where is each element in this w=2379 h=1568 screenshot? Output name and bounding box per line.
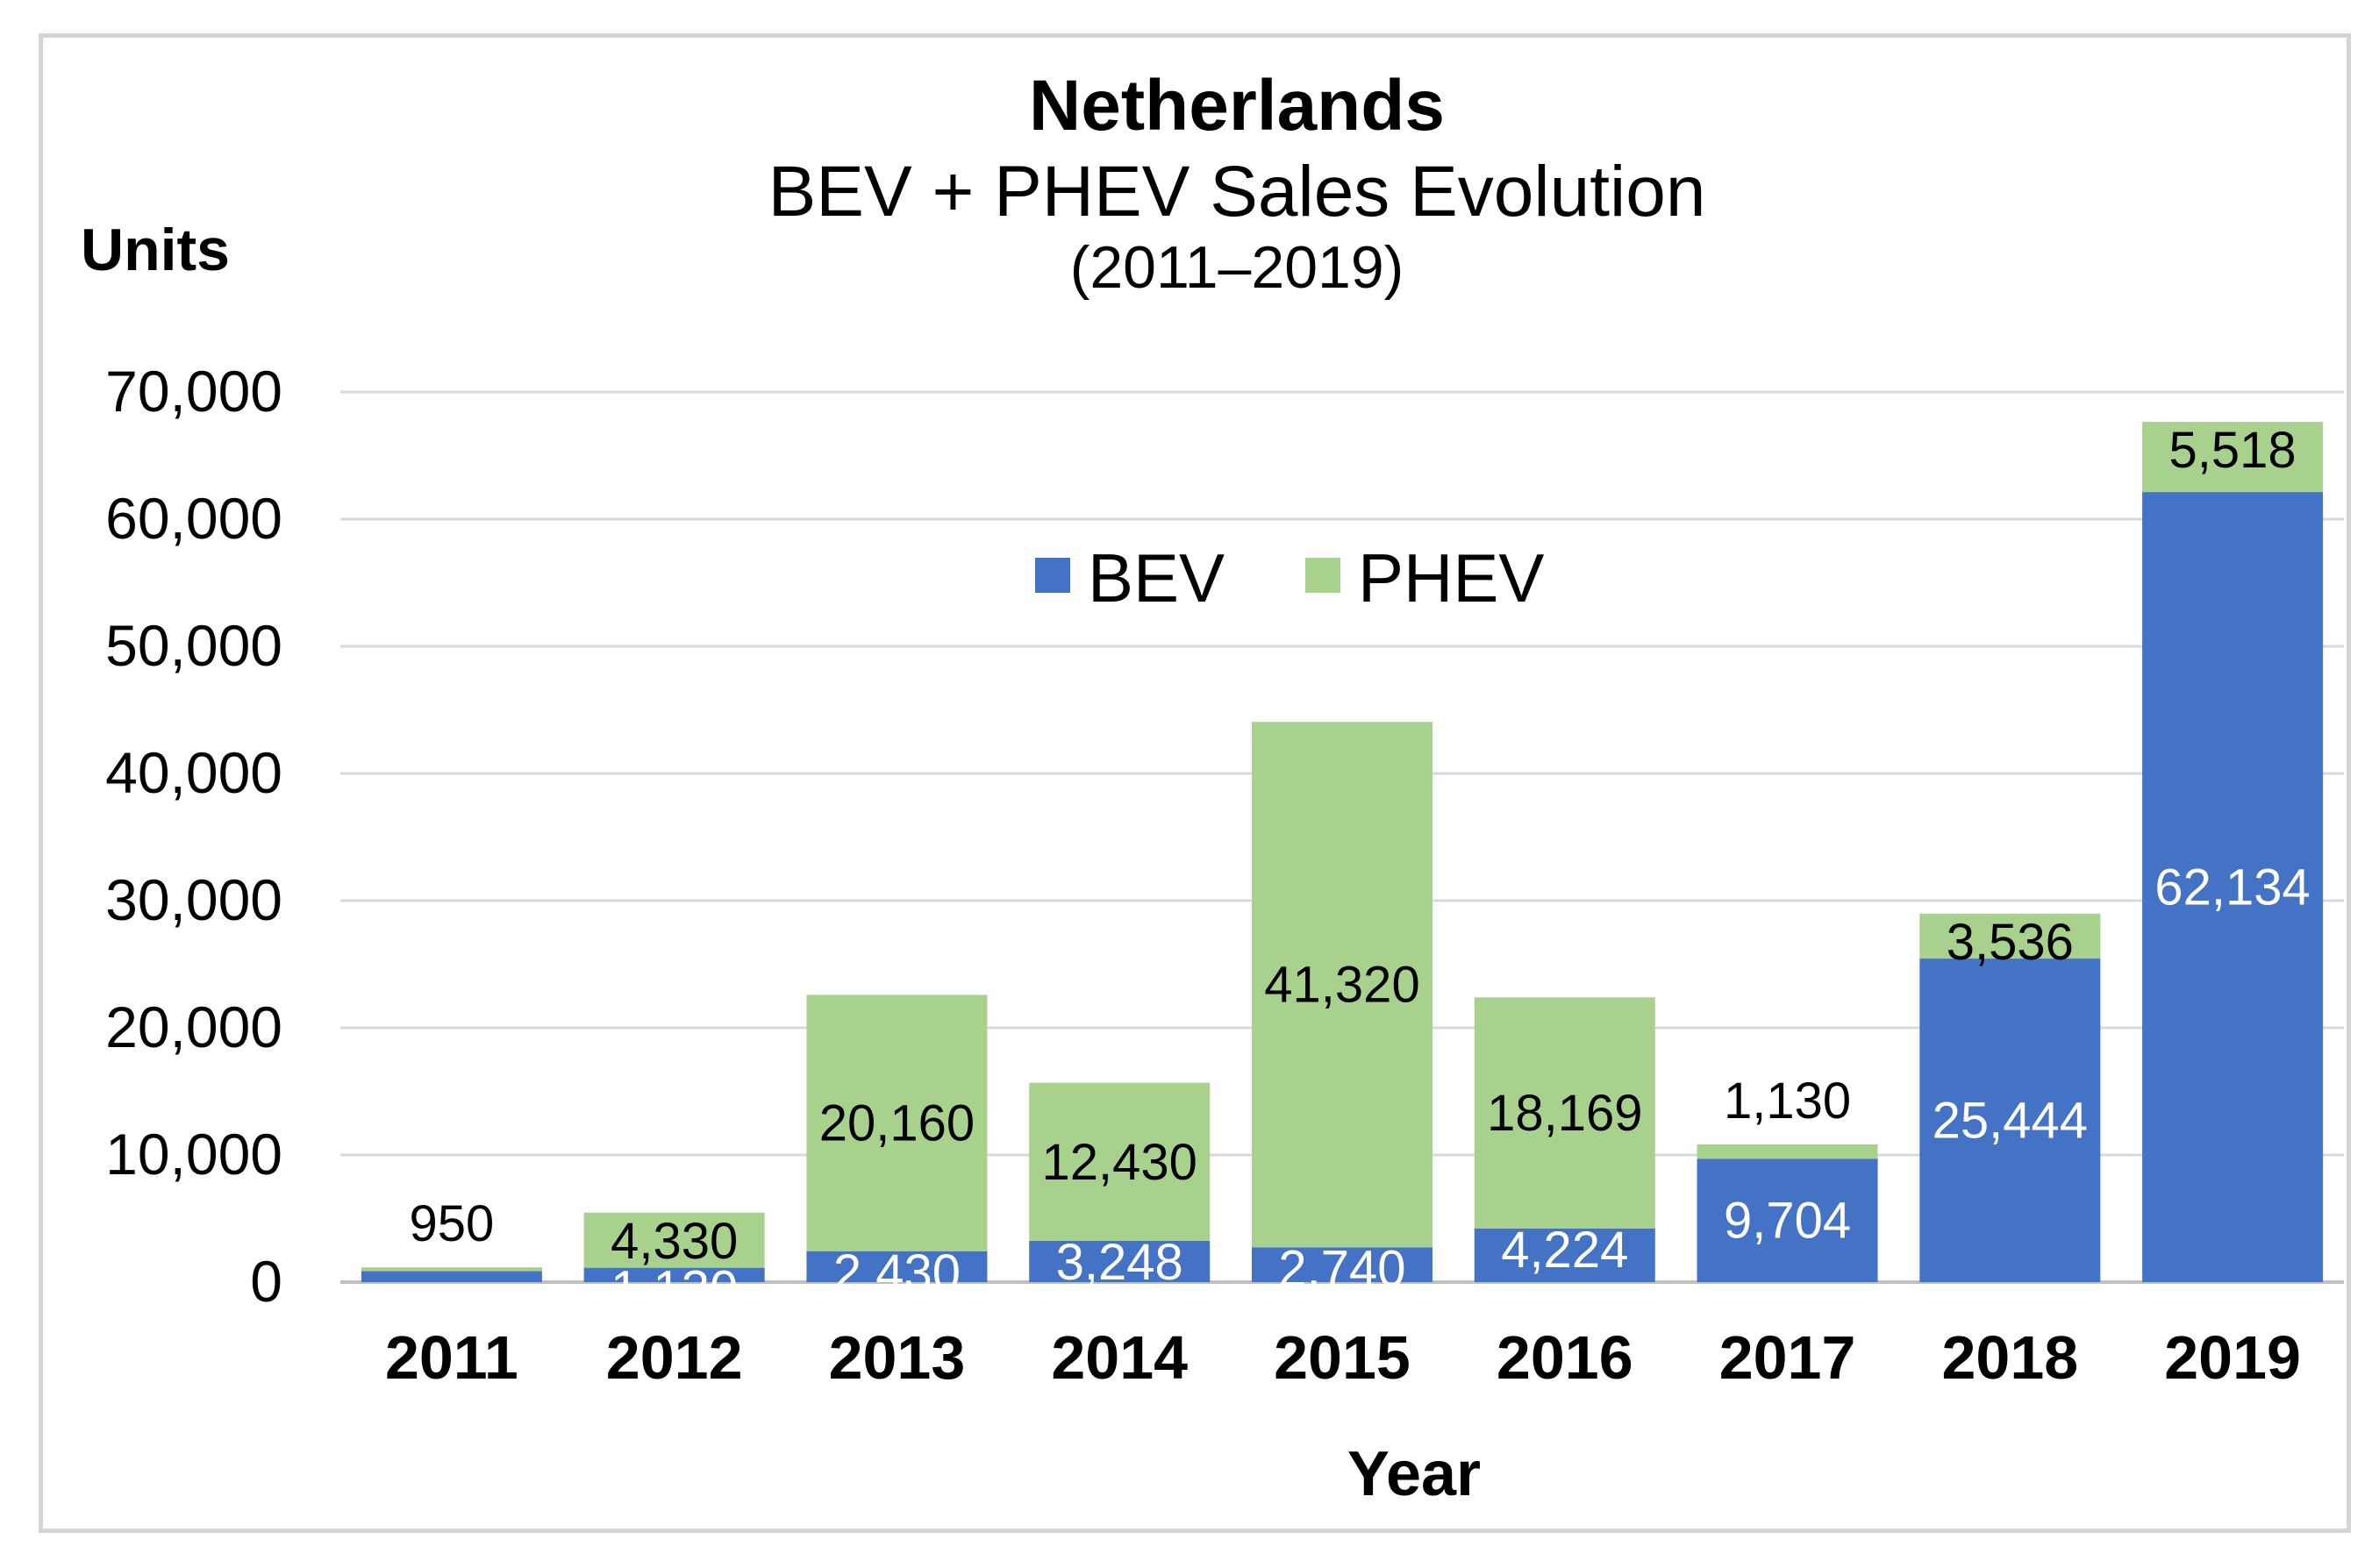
data-label-bev: 62,134 — [2154, 859, 2310, 916]
x-tick-label: 2019 — [2164, 1323, 2301, 1392]
legend-label-phev: PHEV — [1358, 539, 1544, 617]
bar-phev-2013 — [806, 994, 988, 1251]
data-label-bev: 25,444 — [1932, 1093, 2088, 1150]
data-label-phev: 18,169 — [1487, 1085, 1642, 1142]
y-tick-label: 20,000 — [105, 994, 282, 1059]
bar-bev-2013 — [806, 1251, 988, 1282]
bar-phev-2014 — [1029, 1082, 1211, 1241]
y-tick-label: 0 — [250, 1249, 282, 1314]
y-tick-label: 60,000 — [105, 486, 282, 551]
bar-phev-2015 — [1252, 722, 1432, 1248]
y-tick-label: 40,000 — [105, 740, 282, 805]
legend: BEV PHEV — [1035, 539, 1544, 617]
data-label-bev: 9,704 — [1724, 1193, 1851, 1250]
bar-bev-2017 — [1697, 1158, 1878, 1282]
bar-phev-2011 — [361, 1267, 542, 1272]
bar-bev-2016 — [1474, 1228, 1655, 1282]
data-label-bev: 4,224 — [1501, 1222, 1628, 1279]
data-label-phev: 20,160 — [819, 1095, 975, 1152]
y-tick-label: 70,000 — [105, 359, 282, 424]
bars: 9501,1304,3302,43020,1603,24812,4302,740… — [361, 422, 2324, 1318]
x-tick-label: 2012 — [606, 1323, 743, 1392]
y-tick-label: 10,000 — [105, 1122, 282, 1187]
data-label-bev: 2,740 — [1278, 1240, 1405, 1297]
bar-phev-2018 — [1919, 913, 2101, 959]
data-label-phev: 5,518 — [2169, 422, 2297, 479]
x-tick-label: 2015 — [1274, 1323, 1411, 1392]
x-tick-label: 2013 — [829, 1323, 966, 1392]
x-tick-label: 2014 — [1051, 1323, 1188, 1392]
x-tick-label: 2016 — [1497, 1323, 1633, 1392]
y-tick-label: 50,000 — [105, 613, 282, 678]
x-axis-ticks: 2011 2012 2013 2014 2015 2016 2017 2018 2019 — [385, 1323, 2301, 1392]
x-axis-label: Year — [1347, 1439, 1481, 1509]
bar-phev-2016 — [1474, 997, 1655, 1229]
bar-bev-2012 — [583, 1267, 765, 1282]
x-tick-label: 2017 — [1719, 1323, 1856, 1392]
data-label-phev: 3,536 — [1947, 914, 2074, 971]
bar-phev-2017 — [1697, 1144, 1878, 1159]
legend-swatch-phev — [1305, 558, 1340, 593]
data-label-phev: 1,130 — [1724, 1073, 1851, 1130]
bar-bev-2011 — [361, 1271, 542, 1282]
bar-bev-2014 — [1029, 1240, 1211, 1282]
data-label-phev: 41,320 — [1264, 957, 1419, 1014]
x-tick-label: 2018 — [1941, 1323, 2078, 1392]
chart-subtitle-range: (2011–2019) — [1070, 234, 1404, 301]
bar-phev-2012 — [583, 1212, 765, 1268]
x-tick-label: 2011 — [385, 1323, 518, 1392]
chart-title: Netherlands — [1029, 66, 1445, 146]
legend-label-bev: BEV — [1088, 539, 1225, 617]
data-label-bev: 2,430 — [833, 1244, 961, 1301]
y-axis-ticks: 0 10,000 20,000 30,000 40,000 50,000 60,000 70,… — [105, 359, 282, 1314]
bar-bev-2019 — [2142, 492, 2324, 1282]
data-label-phev: 4,330 — [611, 1213, 738, 1270]
data-label-phev: 950 — [409, 1195, 494, 1252]
data-label-bev: 1,130 — [611, 1261, 738, 1318]
chart-subtitle: BEV + PHEV Sales Evolution — [768, 152, 1706, 232]
data-label-phev: 12,430 — [1042, 1134, 1197, 1191]
bar-bev-2015 — [1252, 1247, 1432, 1282]
data-label-bev: 3,248 — [1056, 1234, 1183, 1291]
y-tick-label: 30,000 — [105, 867, 282, 932]
y-axis-unit-label: Units — [81, 217, 230, 283]
bar-phev-2019 — [2142, 422, 2324, 493]
bar-bev-2018 — [1919, 959, 2101, 1282]
legend-swatch-bev — [1035, 558, 1070, 593]
